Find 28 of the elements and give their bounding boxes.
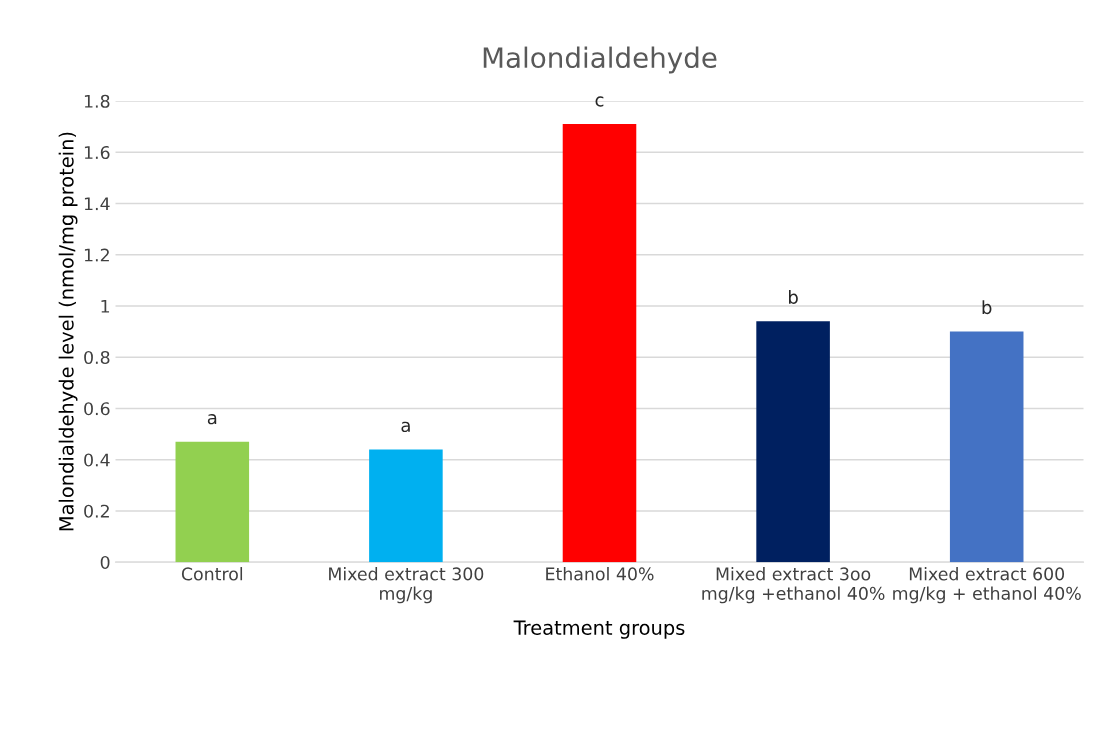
annotation: a xyxy=(401,421,410,433)
annotation: a xyxy=(207,414,217,425)
x-tick-label: Control xyxy=(181,567,243,581)
x-tick-label: Mixed extract 3oo mg/kg +ethanol 40% xyxy=(702,567,885,604)
y-axis-title: Malondialdehyde level (nmol/mg protein) xyxy=(58,132,78,531)
y-tick-label: 1.6 xyxy=(84,145,110,160)
y-tick-label: 0 xyxy=(100,555,110,570)
bar xyxy=(369,449,443,563)
y-tick-label: 1.8 xyxy=(84,94,110,108)
bar xyxy=(175,441,250,563)
bar xyxy=(949,331,1024,563)
x-tick-label: Ethanol 40% xyxy=(546,567,654,581)
annotation: b xyxy=(982,300,992,315)
y-tick-label: 0.2 xyxy=(84,504,109,518)
x-tick-label: Mixed extract 300 mg/kg xyxy=(329,567,484,604)
y-tick-label: 0.6 xyxy=(84,402,110,416)
y-tick-label: 0.8 xyxy=(84,350,110,365)
y-tick-label: 1.2 xyxy=(84,248,109,262)
y-tick-label: 1 xyxy=(101,299,110,313)
annotation: b xyxy=(789,289,798,304)
bar xyxy=(756,321,830,563)
x-axis-title: Treatment groups xyxy=(513,620,685,639)
x-tick-label: Mixed extract 600 mg/kg + ethanol 40% xyxy=(893,567,1081,604)
y-tick-label: 1.4 xyxy=(84,197,110,211)
chart-title: Malondialdehyde xyxy=(483,46,717,74)
annotation: c xyxy=(595,96,604,107)
y-tick-label: 0.4 xyxy=(84,453,110,467)
bar xyxy=(562,124,637,563)
